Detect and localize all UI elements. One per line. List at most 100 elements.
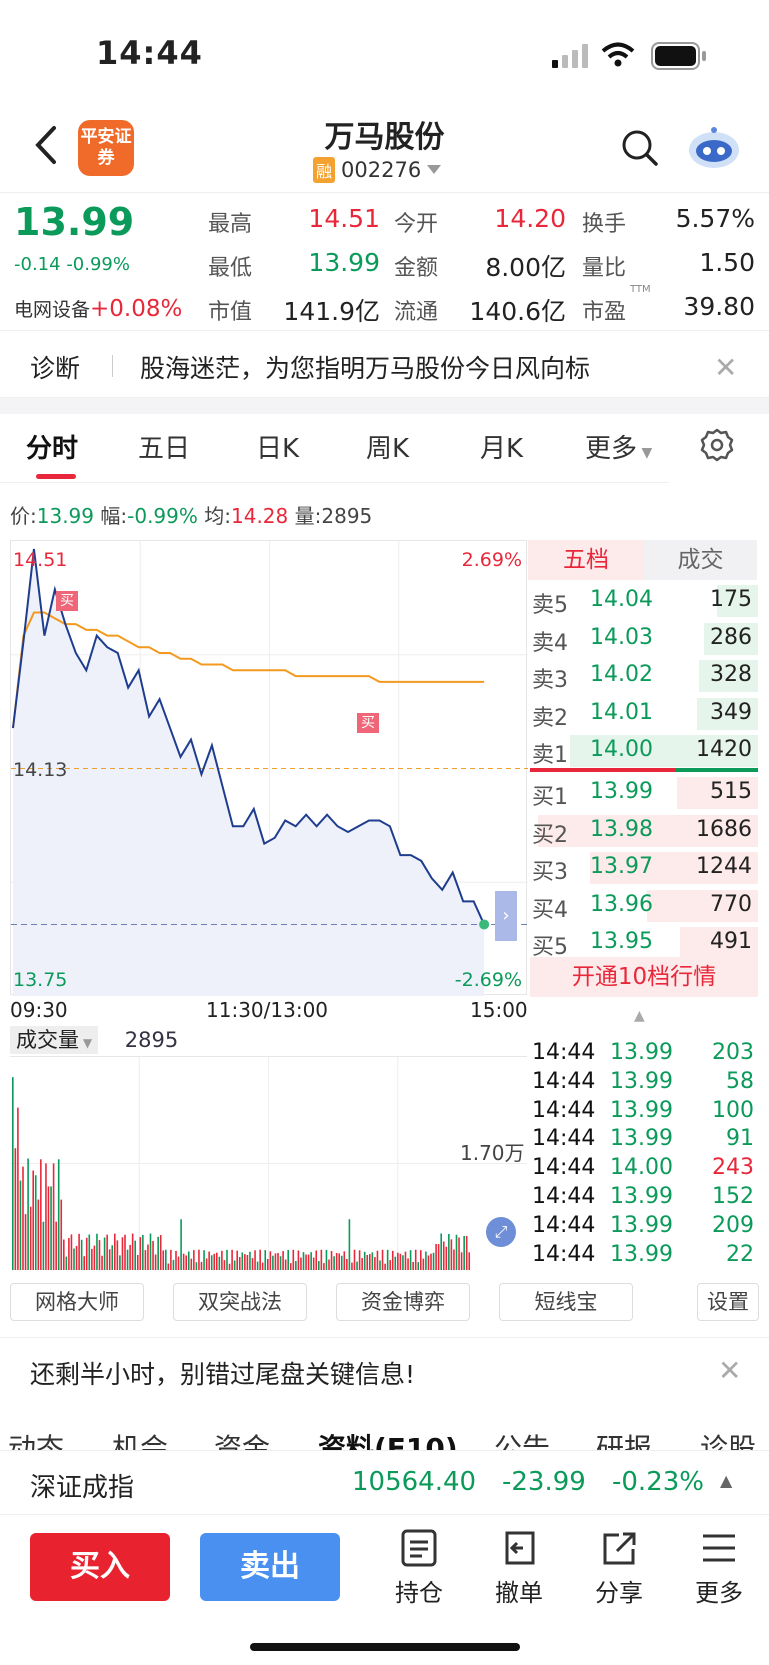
bid-row[interactable]: 买3 13.97 1244 — [530, 850, 760, 886]
search-icon[interactable] — [620, 128, 660, 168]
volume-bar — [425, 1251, 427, 1270]
trade-tick-row: 14:44 14.00 243 — [532, 1155, 758, 1183]
volume-bar — [267, 1258, 269, 1270]
volume-bar — [223, 1260, 226, 1270]
volume-bar — [284, 1259, 287, 1270]
volume-bar — [157, 1236, 159, 1270]
tick-price: 13.99 — [610, 1040, 673, 1065]
tab-f10[interactable]: 资料(F10) — [318, 1432, 458, 1450]
volume-bar — [297, 1250, 300, 1270]
ask-row[interactable]: 卖4 14.03 286 — [530, 621, 760, 657]
notice-banner[interactable]: 还剩半小时，别错过尾盘关键信息! ✕ — [0, 1337, 769, 1403]
trade-tick-row: 14:44 13.99 209 — [532, 1213, 758, 1241]
volume-bar — [468, 1252, 471, 1270]
capital-game-button[interactable]: 资金博弈 — [336, 1283, 470, 1321]
chart-mid-price: 14.13 — [13, 759, 68, 781]
tab-capital[interactable]: 资金 — [214, 1432, 271, 1450]
volume-bar — [427, 1255, 430, 1270]
expand-up-icon[interactable]: ▲ — [720, 1471, 733, 1490]
grid-master-button[interactable]: 网格大师 — [10, 1283, 144, 1321]
bid-row[interactable]: 买2 13.98 1686 — [530, 813, 760, 849]
diagnosis-banner[interactable]: 诊断 股海迷茫，为您指明万马股份今日风向标 ✕ — [0, 330, 769, 398]
ask-row[interactable]: 卖5 14.04 175 — [530, 583, 760, 619]
tab-trades[interactable]: 成交 — [644, 540, 757, 580]
positions-button[interactable]: 持仓 — [384, 1529, 454, 1608]
volume-bar — [287, 1249, 289, 1270]
volume-bar — [312, 1257, 315, 1270]
tab-intraday[interactable]: 分时 — [26, 434, 79, 464]
volume-bar — [60, 1199, 63, 1270]
tab-announcements[interactable]: 公告 — [494, 1432, 551, 1450]
volume-bar — [261, 1262, 264, 1270]
tab-five-levels[interactable]: 五档 — [528, 540, 644, 580]
more-button[interactable]: 更多 — [684, 1529, 754, 1608]
tab-opportunity[interactable]: 机会 — [112, 1432, 169, 1450]
index-ticker[interactable]: 深证成指 10564.40 -23.99 -0.23% ▲ — [0, 1450, 769, 1514]
volume-bar — [282, 1251, 284, 1270]
positions-label: 持仓 — [395, 1579, 443, 1607]
change-value: -0.14 — [14, 254, 61, 275]
settings-button[interactable]: 设置 — [697, 1283, 759, 1321]
bid-row[interactable]: 买1 13.99 515 — [530, 775, 760, 811]
avg-price-line — [12, 611, 485, 729]
sector-link[interactable]: 电网设备+0.08% — [14, 295, 182, 322]
collapse-arrow-icon[interactable]: ▲ — [634, 1008, 645, 1024]
volume-value: 2895 — [124, 1028, 179, 1052]
volume-bar — [47, 1186, 50, 1270]
tab-weekly-k[interactable]: 周K — [366, 434, 410, 464]
buy-button[interactable]: 买入 — [30, 1533, 170, 1601]
stock-code-selector[interactable]: 融 002276 — [313, 157, 442, 183]
expand-panel-chevron-icon[interactable]: › — [495, 891, 517, 941]
volume-bar — [420, 1250, 422, 1270]
robot-assistant-icon[interactable] — [686, 126, 742, 170]
volume-bar — [233, 1260, 236, 1270]
volume-bar — [381, 1249, 384, 1270]
tab-diagnosis[interactable]: 诊股 — [700, 1432, 757, 1450]
fullscreen-icon[interactable]: ⤢ — [486, 1217, 516, 1247]
upgrade-10-levels-button[interactable]: 开通10档行情 — [530, 957, 758, 997]
gear-icon[interactable] — [700, 428, 734, 462]
tab-daily-k[interactable]: 日K — [256, 434, 300, 464]
tab-news[interactable]: 动态 — [8, 1432, 65, 1450]
ask-row[interactable]: 卖2 14.01 349 — [530, 696, 760, 732]
tab-five-day[interactable]: 五日 — [138, 434, 191, 464]
volume-bar — [111, 1245, 114, 1270]
sell-button[interactable]: 卖出 — [200, 1533, 340, 1601]
bid-row[interactable]: 买5 13.95 491 — [530, 925, 760, 961]
broker-logo: 平安证券 — [78, 120, 134, 176]
volume-selector[interactable]: 成交量 ▼ — [10, 1026, 99, 1054]
volume-bar — [238, 1257, 241, 1270]
close-icon[interactable]: ✕ — [718, 1354, 742, 1387]
buy-signal-marker[interactable]: 买 — [357, 713, 379, 733]
volume-bar — [96, 1233, 98, 1270]
tick-time: 14:44 — [532, 1040, 596, 1065]
tick-time: 14:44 — [532, 1126, 596, 1152]
volume-header[interactable]: 成交量 ▼ 2895 — [10, 1024, 178, 1054]
back-arrow-icon[interactable] — [28, 122, 64, 168]
share-button[interactable]: 分享 — [584, 1529, 654, 1608]
ask-row[interactable]: 卖3 14.02 328 — [530, 658, 760, 694]
level-qty: 175 — [710, 587, 752, 612]
level-price: 14.01 — [590, 699, 653, 725]
close-icon[interactable]: ✕ — [714, 351, 738, 384]
volume-bar — [269, 1251, 272, 1270]
volume-bar — [404, 1251, 407, 1270]
tab-research[interactable]: 研报 — [596, 1432, 653, 1450]
short-line-button[interactable]: 短线宝 — [499, 1283, 633, 1321]
intraday-chart[interactable]: 14.51 2.69% 14.13 13.75 -2.69% 买 买 › — [10, 540, 528, 996]
tab-more[interactable]: 更多 ▼ — [585, 428, 652, 465]
bid-row[interactable]: 买4 13.96 770 — [530, 888, 760, 924]
level-label: 卖3 — [532, 668, 568, 694]
volume-label: 成交量 — [16, 1028, 79, 1052]
tab-monthly-k[interactable]: 月K — [480, 434, 524, 464]
cancel-order-button[interactable]: 撤单 — [484, 1529, 554, 1608]
volume-bar — [116, 1240, 119, 1270]
bid-ask-divider — [676, 768, 758, 772]
ask-row[interactable]: 卖1 14.00 1420 — [530, 733, 760, 769]
volume-bar — [440, 1233, 442, 1270]
double-breakout-button[interactable]: 双突战法 — [173, 1283, 307, 1321]
signal-icon — [552, 44, 588, 68]
buy-signal-marker[interactable]: 买 — [56, 591, 78, 611]
qty-bar — [590, 852, 758, 885]
float-label: 流通 — [394, 300, 439, 325]
